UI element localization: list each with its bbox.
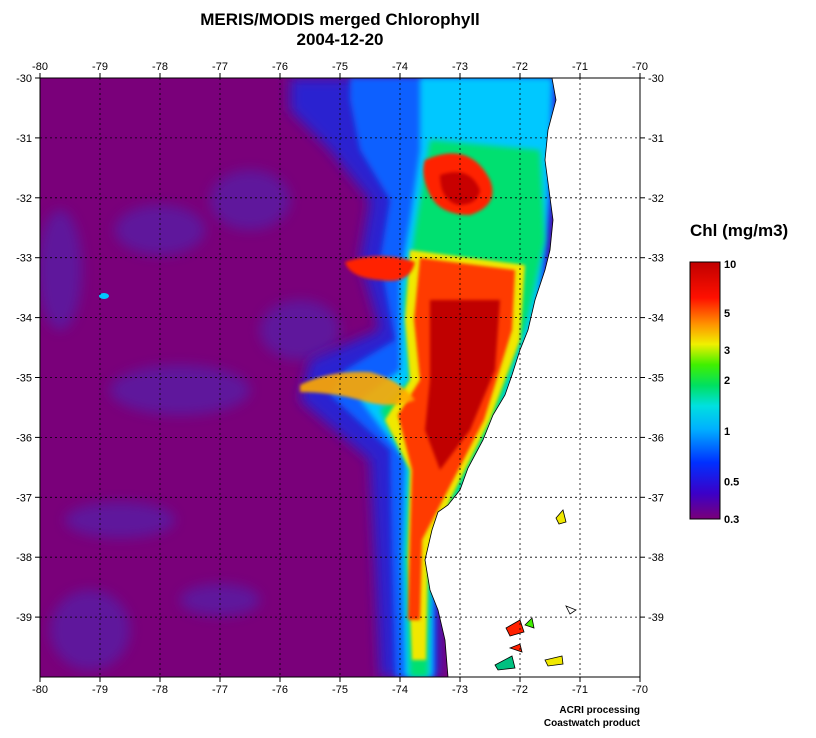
lon-tick-label-top: -77	[212, 61, 228, 73]
legend-label: 5	[724, 308, 730, 320]
lon-tick-label-top: -76	[272, 61, 288, 73]
lat-tick-label-right: -37	[648, 492, 664, 504]
lat-tick-label-left: -39	[16, 612, 32, 624]
legend-label: 1	[724, 426, 730, 438]
islands	[99, 293, 577, 671]
lon-tick-label-top: -71	[572, 61, 588, 73]
lon-tick-label-top: -73	[452, 61, 468, 73]
lon-tick-label-bottom: -75	[332, 684, 348, 696]
lat-tick-label-right: -31	[648, 133, 664, 145]
lat-tick-label-left: -35	[16, 373, 32, 385]
lat-tick-label-right: -38	[648, 552, 664, 564]
lon-tick-label-top: -74	[392, 61, 408, 73]
lat-tick-label-left: -38	[16, 552, 32, 564]
credit-line-1: ACRI processing	[559, 705, 640, 716]
legend-title: Chl (mg/m3)	[690, 221, 789, 240]
credits: ACRI processing Coastwatch product	[520, 704, 640, 730]
lat-tick-label-left: -31	[16, 133, 32, 145]
title-line-2: 2004-12-20	[296, 30, 384, 49]
lon-tick-label-top: -78	[152, 61, 168, 73]
land-mass	[424, 78, 640, 677]
legend-labels: 10 5 3 2 1 0.5 0.3	[724, 259, 739, 526]
lat-tick-label-left: -37	[16, 492, 32, 504]
lat-tick-label-left: -34	[16, 313, 32, 325]
lat-tick-label-left: -30	[16, 73, 32, 85]
lat-tick-label-left: -33	[16, 253, 32, 265]
lat-tick-label-right: -33	[648, 253, 664, 265]
map-title: MERIS/MODIS merged Chlorophyll 2004-12-2…	[130, 10, 550, 50]
lon-tick-label-bottom: -72	[512, 684, 528, 696]
tick-labels: -80 -80 -79 -79 -78 -78 -77 -77 -76 -76 -75 -75 -74 -…	[16, 61, 664, 696]
lat-tick-label-right: -30	[648, 73, 664, 85]
lat-tick-label-right: -35	[648, 373, 664, 385]
lon-tick-label-top: -70	[632, 61, 648, 73]
lat-tick-label-right: -32	[648, 193, 664, 205]
lon-tick-label-top: -79	[92, 61, 108, 73]
title-line-1: MERIS/MODIS merged Chlorophyll	[200, 10, 480, 29]
legend-label: 3	[724, 345, 730, 357]
lon-tick-label-bottom: -71	[572, 684, 588, 696]
legend-label: 0.3	[724, 514, 739, 526]
lon-tick-label-bottom: -80	[32, 684, 48, 696]
legend-label: 2	[724, 375, 730, 387]
lon-tick-label-bottom: -78	[152, 684, 168, 696]
lon-tick-label-top: -80	[32, 61, 48, 73]
legend-colorbar	[689, 261, 721, 520]
lon-tick-label-bottom: -79	[92, 684, 108, 696]
legend-label: 0.5	[724, 477, 739, 489]
lat-tick-label-left: -36	[16, 432, 32, 444]
lon-tick-label-bottom: -74	[392, 684, 408, 696]
credit-line-2: Coastwatch product	[543, 718, 640, 729]
grid-lines	[35, 73, 645, 682]
lon-tick-label-top: -75	[332, 61, 348, 73]
lat-tick-label-right: -36	[648, 432, 664, 444]
lon-tick-label-bottom: -76	[272, 684, 288, 696]
lon-tick-label-bottom: -70	[632, 684, 648, 696]
lon-tick-label-top: -72	[512, 61, 528, 73]
lat-tick-label-right: -34	[648, 313, 664, 325]
legend-label: 10	[724, 259, 736, 271]
lat-tick-label-left: -32	[16, 193, 32, 205]
lon-tick-label-bottom: -77	[212, 684, 228, 696]
lat-tick-label-right: -39	[648, 612, 664, 624]
lon-tick-label-bottom: -73	[452, 684, 468, 696]
